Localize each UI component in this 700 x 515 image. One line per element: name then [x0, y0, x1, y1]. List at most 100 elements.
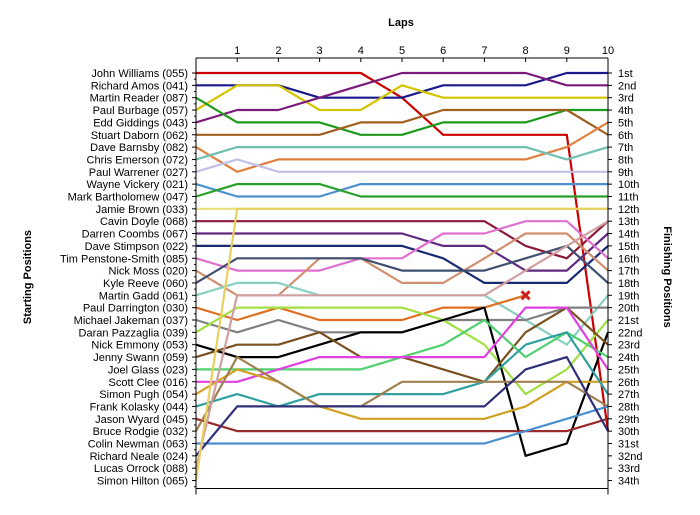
driver-label: Paul Warrener (027): [89, 167, 188, 179]
driver-label: Darren Coombs (067): [82, 229, 188, 241]
finishing-label: 19th: [618, 290, 639, 302]
series-line-13: [196, 220, 609, 260]
series-line-30: [195, 356, 609, 432]
x-tick-label: 2: [275, 45, 281, 57]
x-tick-label: 10: [602, 45, 614, 57]
driver-label: Martin Reader (087): [90, 93, 188, 105]
series-line-5: [195, 96, 608, 136]
finishing-label: 5th: [618, 117, 633, 129]
driver-label: Dave Barnsby (082): [90, 142, 188, 154]
driver-label: Mark Bartholomew (047): [68, 192, 188, 204]
series-line-8: [195, 146, 609, 161]
series-line-9: [195, 158, 608, 173]
finishing-label: 33rd: [618, 463, 640, 475]
finishing-label: 10th: [618, 179, 639, 191]
finishing-label: 28th: [618, 401, 639, 413]
finishing-label: 24th: [618, 352, 639, 364]
finishing-label: 21st: [618, 315, 639, 327]
driver-label: Michael Jakeman (037): [74, 315, 188, 327]
driver-label: Colin Newman (063): [88, 439, 188, 451]
driver-label: Simon Pugh (054): [99, 389, 188, 401]
driver-label: Richard Neale (024): [90, 451, 188, 463]
series-line-17: [195, 232, 609, 297]
finishing-label: 6th: [618, 130, 633, 142]
series-line-33: [194, 220, 609, 469]
series-line-34: [194, 207, 608, 481]
driver-label: Scott Clee (016): [109, 377, 188, 389]
series-line-29: [195, 417, 609, 433]
finishing-label: 22nd: [618, 327, 642, 339]
series-line-22: [195, 306, 609, 396]
driver-label: Stuart Daborn (062): [91, 130, 188, 142]
finishing-label: 7th: [618, 142, 633, 154]
finishing-label: 20th: [618, 303, 639, 315]
axes: 1 2 3 4 5 6 7 8 9 10 John Williams (055) 1st Richard…: [60, 45, 642, 495]
x-tick-label: 8: [523, 45, 529, 57]
finishing-label: 18th: [618, 278, 639, 290]
series-line-15: [196, 244, 609, 284]
finishing-label: 30th: [618, 426, 639, 438]
series-line-20: [195, 294, 526, 322]
driver-label: Nick Moss (020): [109, 266, 188, 278]
finishing-label: 3rd: [618, 93, 634, 105]
finishing-label: 26th: [618, 377, 639, 389]
driver-label: Kyle Reeve (060): [103, 278, 188, 290]
driver-label: Dave Stimpson (022): [85, 241, 188, 253]
x-tick-label: 5: [399, 45, 405, 57]
driver-label: Daran Pazzaglia (039): [79, 327, 188, 339]
finishing-label: 2nd: [618, 80, 636, 92]
driver-label: Chris Emerson (072): [87, 154, 188, 166]
series-line-11: [195, 183, 608, 198]
finishing-label: 27th: [618, 389, 639, 401]
x-tick-label: 4: [358, 45, 364, 57]
series-line-7: [195, 121, 609, 173]
driver-label: Jenny Swann (059): [93, 352, 188, 364]
driver-label: Frank Kolasky (044): [90, 401, 188, 413]
driver-label: Paul Darrington (030): [83, 303, 188, 315]
y-axis-title-right: Finishing Positions: [661, 226, 673, 327]
series-line-4: [195, 71, 608, 124]
series-line-23: [195, 306, 610, 457]
labels: Laps Starting Positions Finishing Positi…: [22, 17, 673, 328]
driver-label: Joel Glass (023): [108, 364, 188, 376]
driver-label: Nick Emmony (053): [91, 340, 188, 352]
driver-label: Jason Wyard (045): [95, 414, 188, 426]
series-line-32: [195, 356, 609, 457]
finishing-label: 31st: [618, 439, 639, 451]
x-tick-label: 6: [440, 45, 446, 57]
finishing-label: 9th: [618, 167, 633, 179]
finishing-label: 11th: [618, 192, 639, 204]
finishing-label: 32nd: [618, 451, 642, 463]
driver-label: Simon Hilton (065): [97, 476, 188, 488]
finishing-label: 13th: [618, 216, 639, 228]
x-tick-label: 1: [234, 45, 240, 57]
finishing-label: 25th: [618, 364, 639, 376]
finishing-label: 15th: [618, 241, 639, 253]
finishing-label: 14th: [618, 229, 639, 241]
driver-label: Paul Burbage (057): [93, 105, 188, 117]
finishing-label: 4th: [618, 105, 633, 117]
series-line-3: [195, 84, 608, 112]
finishing-label: 17th: [618, 266, 639, 278]
driver-label: Bruce Rodgie (032): [93, 426, 188, 438]
finishing-label: 1st: [618, 68, 633, 80]
series-lines: [194, 71, 610, 481]
series-line-31: [196, 405, 609, 445]
driver-label: Edd Giddings (043): [93, 117, 188, 129]
retired-marker: [520, 290, 531, 301]
finishing-label: 16th: [618, 253, 639, 265]
series-line-14: [196, 232, 609, 272]
x-tick-label: 7: [481, 45, 487, 57]
x-tick-label: 3: [317, 45, 323, 57]
y-axis-title-left: Starting Positions: [22, 230, 34, 324]
driver-label: Wayne Vickery (021): [87, 179, 188, 191]
driver-label: Tim Penstone-Smith (085): [60, 253, 188, 265]
series-line-6: [196, 108, 609, 136]
finishing-label: 29th: [618, 414, 639, 426]
series-line-16: [195, 220, 609, 272]
finishing-label: 23rd: [618, 340, 640, 352]
x-axis-title: Laps: [388, 17, 414, 29]
x-tick-label: 9: [564, 45, 570, 57]
